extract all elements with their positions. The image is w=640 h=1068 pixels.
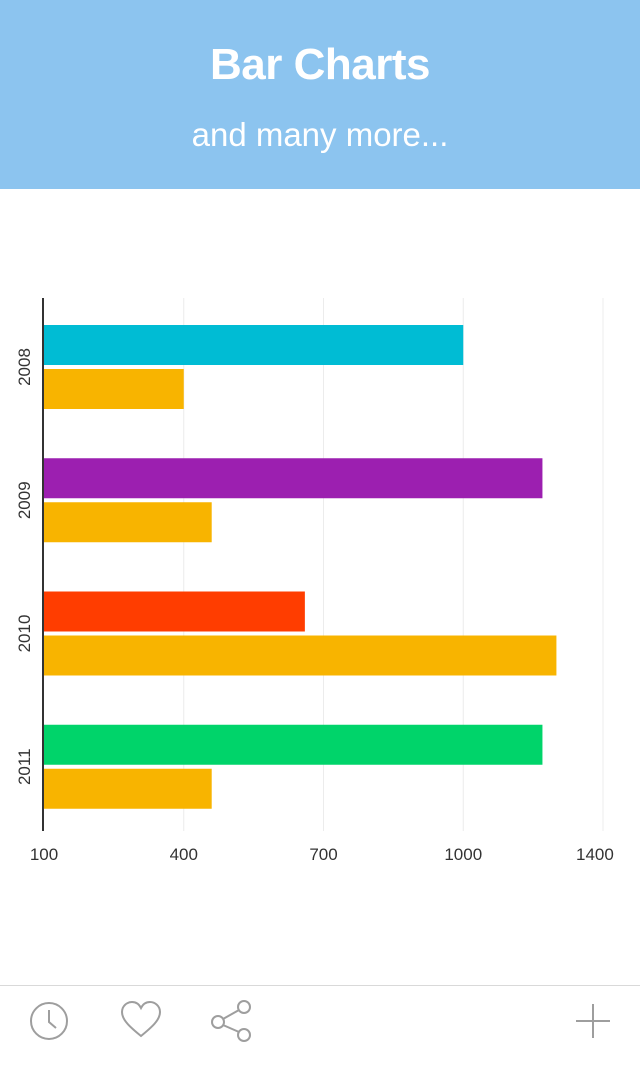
bar-series2-2011 <box>44 768 212 809</box>
share-icon[interactable] <box>208 998 254 1044</box>
page-title: Bar Charts <box>210 40 430 89</box>
bar-series2-2008 <box>44 369 184 409</box>
x-tick-label-400: 400 <box>170 845 198 864</box>
clock-icon[interactable] <box>26 998 72 1044</box>
category-label-2008: 2008 <box>15 348 34 386</box>
x-tick-label-1400: 1400 <box>576 845 614 864</box>
plus-icon[interactable] <box>570 998 616 1044</box>
bottom-toolbar <box>0 985 640 1068</box>
bar-series1-2009 <box>44 458 543 499</box>
bar-series2-2009 <box>44 502 212 543</box>
bar-chart: 2008 2009 2010 2011 100 400 700 1000 1400 <box>15 298 614 864</box>
heart-icon[interactable] <box>118 998 164 1044</box>
page-subtitle: and many more... <box>191 116 449 153</box>
x-tick-label-700: 700 <box>309 845 337 864</box>
category-label-2010: 2010 <box>15 615 34 653</box>
bar-series1-2011 <box>44 724 543 765</box>
bar-series1-2008 <box>44 325 464 365</box>
bar-series2-2010 <box>44 635 557 676</box>
x-tick-label-100: 100 <box>30 845 58 864</box>
category-label-2009: 2009 <box>15 481 34 519</box>
category-label-2011: 2011 <box>15 748 34 785</box>
x-tick-label-1000: 1000 <box>444 845 482 864</box>
bar-series1-2010 <box>44 591 305 632</box>
header-banner: Bar Charts and many more... <box>0 0 640 189</box>
